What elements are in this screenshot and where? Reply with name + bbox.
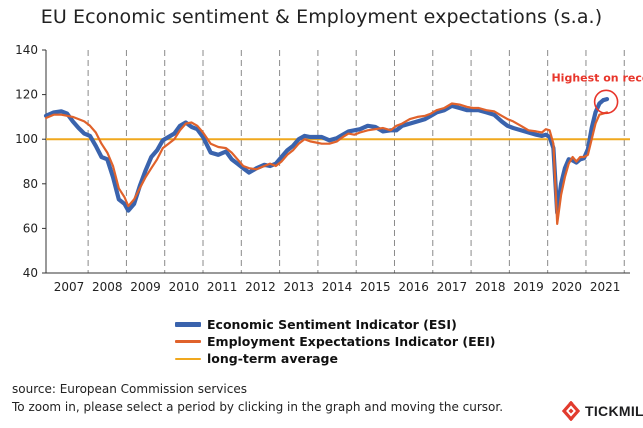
x-tick-label: 2019: [513, 280, 544, 294]
y-tick-label: 80: [23, 177, 38, 191]
source-note: source: European Commission services: [12, 382, 247, 396]
line-chart[interactable]: 40 60 80 100 120 140 2007 2008 2009 2010 2011 2012…: [0, 40, 643, 302]
chart-title: EU Economic sentiment & Employment expec…: [40, 6, 603, 28]
highlight-circle: [593, 89, 619, 115]
legend-label-esi: Economic Sentiment Indicator (ESI): [207, 317, 457, 332]
x-tick-label: 2014: [322, 280, 353, 294]
tickmill-logo-icon: [561, 401, 581, 421]
y-tick-label: 120: [15, 88, 38, 102]
legend-item-esi[interactable]: Economic Sentiment Indicator (ESI): [175, 316, 496, 333]
brand-name: TICKMILL: [585, 403, 643, 419]
x-tick-label: 2017: [437, 280, 468, 294]
legend-item-average[interactable]: long-term average: [175, 350, 496, 367]
zoom-instruction: To zoom in, please select a period by cl…: [12, 400, 504, 414]
footer: source: European Commission services To …: [12, 380, 503, 416]
series-esi: [43, 97, 610, 215]
x-tick-label: 2007: [54, 280, 85, 294]
y-axis: 40 60 80 100 120 140: [15, 43, 47, 280]
x-tick-label: 2009: [130, 280, 161, 294]
x-tick-label: 2015: [360, 280, 391, 294]
legend-swatch-esi: [175, 322, 201, 327]
x-tick-label: 2011: [207, 280, 238, 294]
y-tick-label: 100: [15, 132, 38, 146]
legend-swatch-average: [175, 357, 201, 360]
x-tick-label: 2016: [398, 280, 429, 294]
x-tick-label: 2020: [552, 280, 583, 294]
x-tick-label: 2021: [590, 280, 621, 294]
x-axis: 2007 2008 2009 2010 2011 2012 2013 2014 2015 2016…: [46, 272, 630, 294]
x-tick-label: 2008: [92, 280, 123, 294]
legend-label-average: long-term average: [207, 351, 338, 366]
series-eei: [44, 102, 609, 225]
annotations: Highest on record: [551, 71, 643, 115]
y-tick-label: 140: [15, 43, 38, 57]
series-lines: [43, 97, 630, 225]
x-tick-label: 2012: [245, 280, 276, 294]
brand: TICKMILL: [561, 401, 643, 421]
x-tick-label: 2013: [283, 280, 314, 294]
y-tick-label: 40: [23, 266, 38, 280]
legend-label-eei: Employment Expectations Indicator (EEI): [207, 334, 496, 349]
legend: Economic Sentiment Indicator (ESI) Emplo…: [175, 316, 496, 367]
x-tick-label: 2018: [475, 280, 506, 294]
year-grid: [87, 50, 625, 273]
legend-item-eei[interactable]: Employment Expectations Indicator (EEI): [175, 333, 496, 350]
annotation-text: Highest on record: [551, 71, 643, 84]
legend-swatch-eei: [175, 340, 201, 343]
x-tick-label: 2010: [169, 280, 200, 294]
y-tick-label: 60: [23, 221, 38, 235]
